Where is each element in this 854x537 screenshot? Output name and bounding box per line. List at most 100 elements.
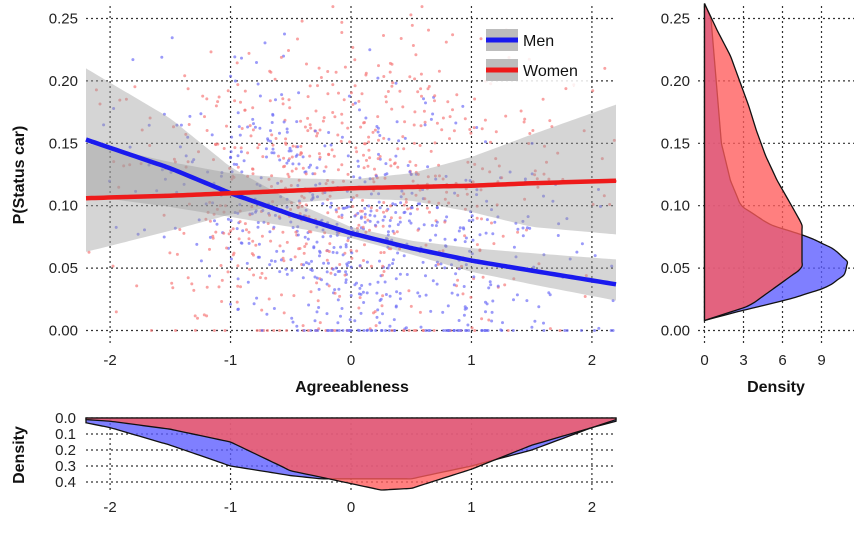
scatter-point-women [357,99,361,103]
scatter-point-men [320,278,323,282]
scatter-point-women [184,132,188,136]
scatter-point-women [215,207,219,211]
scatter-point-women [235,61,239,65]
bottom-y-tick-label: 0.1 [55,426,76,443]
scatter-point-women [441,177,445,181]
scatter-point-women [278,244,282,248]
scatter-point-women [205,285,209,289]
scatter-point-women [393,162,396,166]
scatter-point-women [193,328,197,332]
scatter-point-men [350,198,354,202]
scatter-point-women [237,237,241,241]
scatter-point-men [439,262,443,266]
scatter-point-men [444,244,447,248]
scatter-point-men [392,318,396,322]
scatter-point-men [512,298,515,302]
scatter-point-women [382,210,385,214]
scatter-point-women [305,62,308,66]
scatter-point-men [335,222,339,226]
scatter-point-women [336,133,340,137]
scatter-point-women [441,249,445,253]
right-x-tick-label: 3 [739,352,747,369]
scatter-point-men [182,182,186,186]
scatter-point-women [238,209,242,213]
scatter-point-women [340,20,344,24]
scatter-point-women [326,211,330,215]
scatter-point-women [424,243,428,247]
scatter-point-women [254,243,258,247]
scatter-point-women [556,151,560,155]
scatter-point-women [456,278,460,282]
scatter-point-men [160,168,164,172]
scatter-point-women [252,273,256,277]
scatter-point-men [530,141,534,145]
scatter-point-men [363,212,367,216]
scatter-point-women [245,228,248,232]
scatter-point-women [365,158,368,162]
scatter-point-men [465,306,469,310]
scatter-point-men [296,145,300,149]
scatter-point-men [398,291,402,295]
scatter-point-women [222,147,226,150]
scatter-point-women [291,144,295,148]
scatter-point-men [394,211,398,214]
scatter-point-men [250,212,254,216]
scatter-point-women [548,119,552,123]
scatter-point-men [242,159,246,163]
scatter-point-men [526,215,530,219]
scatter-point-women [432,329,436,332]
scatter-point-women [208,219,212,223]
scatter-point-women [94,88,98,92]
scatter-point-women [327,284,331,288]
scatter-point-women [294,167,298,171]
scatter-point-women [537,262,541,266]
scatter-point-men [303,235,307,239]
bottom-y-tick-labels: 0.00.10.20.30.4 [55,410,76,491]
scatter-point-women [414,193,418,197]
scatter-point-men [391,258,395,262]
scatter-point-women [318,128,322,132]
scatter-point-men [579,329,583,332]
scatter-point-men [375,291,379,295]
scatter-point-women [366,164,370,168]
scatter-point-men [375,315,379,319]
scatter-point-women [184,165,188,169]
scatter-point-women [304,242,308,246]
scatter-point-men [468,249,472,253]
scatter-point-women [362,153,365,157]
scatter-point-women [466,160,470,164]
scatter-point-men [475,193,479,197]
scatter-point-women [251,172,255,176]
bottom-y-tick-label: 0.4 [55,474,76,491]
scatter-point-men [322,261,326,265]
scatter-point-women [379,251,383,255]
scatter-point-women [208,247,211,251]
scatter-point-women [337,215,341,219]
scatter-point-men [128,145,132,149]
scatter-point-men [350,251,354,255]
scatter-point-women [300,194,304,198]
scatter-point-women [533,173,537,177]
scatter-point-men [344,270,348,274]
scatter-point-men [422,97,425,101]
scatter-point-men [533,319,537,323]
scatter-point-women [402,203,406,207]
scatter-point-women [266,329,269,332]
scatter-point-men [102,123,106,127]
scatter-point-women [236,264,240,268]
scatter-point-men [322,169,326,173]
right-x-tick-labels: 0 3 6 9 [700,352,825,369]
scatter-point-women [433,99,436,103]
scatter-point-women [246,151,250,155]
scatter-point-men [391,202,395,206]
scatter-point-women [204,217,208,221]
scatter-point-women [362,142,366,146]
scatter-point-women [122,164,126,168]
scatter-point-women [203,115,206,119]
scatter-point-women [350,256,354,260]
scatter-point-women [435,121,439,125]
scatter-point-women [135,284,139,288]
scatter-point-men [310,198,314,202]
scatter-point-women [331,5,335,9]
scatter-point-men [357,292,361,296]
